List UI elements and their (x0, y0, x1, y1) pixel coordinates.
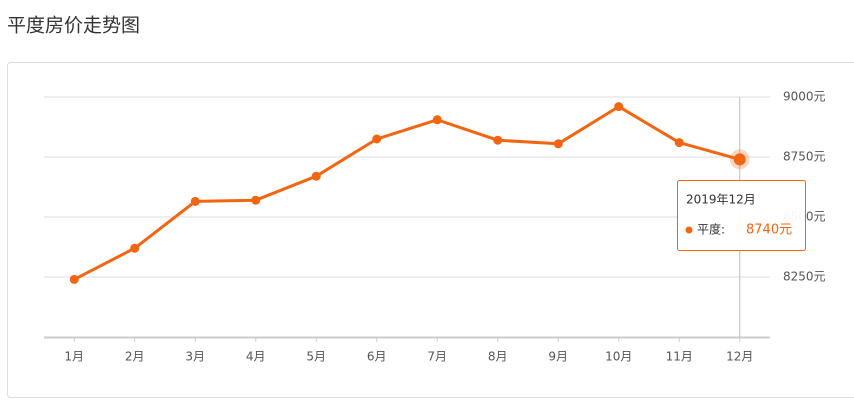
point (614, 102, 623, 111)
point (70, 275, 79, 284)
point (493, 136, 502, 145)
point (130, 244, 139, 253)
page-title: 平度房价走势图 (7, 15, 140, 37)
x-tick-label: 1月 (64, 350, 84, 364)
tooltip-dot (686, 227, 693, 234)
point (554, 139, 563, 148)
point (251, 196, 260, 205)
point (675, 138, 684, 147)
tooltip-label: 平度: (697, 222, 725, 237)
point (191, 197, 200, 206)
point (433, 115, 442, 124)
x-tick-label: 6月 (367, 350, 387, 364)
x-tick-label: 8月 (488, 350, 508, 364)
x-tick-label: 5月 (306, 350, 326, 364)
y-tick-label: 8250元 (783, 270, 826, 284)
point (734, 153, 746, 165)
y-tick-label: 9000元 (783, 90, 826, 104)
point (312, 172, 321, 181)
x-tick-label: 2月 (125, 350, 145, 364)
x-tick-label: 10月 (605, 350, 632, 364)
tooltip-box (678, 181, 806, 251)
x-tick-label: 11月 (666, 350, 693, 364)
x-tick-label: 12月 (726, 350, 753, 364)
tooltip-value: 8740元 (746, 223, 792, 238)
point (372, 135, 381, 144)
x-tick-label: 3月 (185, 350, 205, 364)
x-tick-label: 7月 (427, 350, 447, 364)
x-tick-label: 9月 (548, 350, 568, 364)
tooltip-title: 2019年12月 (686, 193, 756, 207)
x-tick-label: 4月 (246, 350, 266, 364)
y-tick-label: 8750元 (783, 150, 826, 164)
